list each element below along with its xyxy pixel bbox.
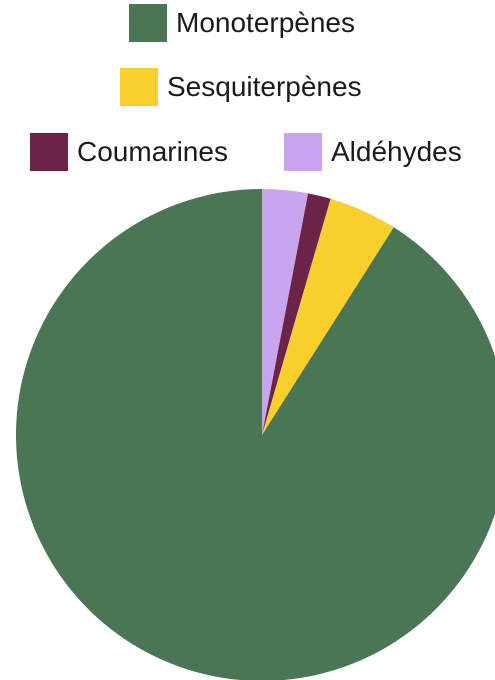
legend-label-sesquiterpenes: Sesquiterpènes xyxy=(167,71,362,102)
legend-entry-coumarines: Coumarines xyxy=(30,133,228,171)
pie-slices xyxy=(16,189,495,680)
legend-entry-sesquiterpenes: Sesquiterpènes xyxy=(120,68,362,106)
slice-monoterpenes xyxy=(16,189,495,680)
legend-entry-monoterpenes: Monoterpènes xyxy=(129,4,355,42)
legend-entry-aldehydes: Aldéhydes xyxy=(284,133,462,171)
legend-swatch-aldehydes xyxy=(284,133,322,171)
slice-sesquiterpenes xyxy=(262,198,394,435)
legend-label-aldehydes: Aldéhydes xyxy=(331,136,462,167)
slice-coumarines xyxy=(262,193,331,435)
legend-label-coumarines: Coumarines xyxy=(77,136,228,167)
legend-swatch-sesquiterpenes xyxy=(120,68,158,106)
slice-aldehydes xyxy=(262,189,309,435)
legend-swatch-coumarines xyxy=(30,133,68,171)
legend-swatch-monoterpenes xyxy=(129,4,167,42)
legend-label-monoterpenes: Monoterpènes xyxy=(176,7,356,38)
